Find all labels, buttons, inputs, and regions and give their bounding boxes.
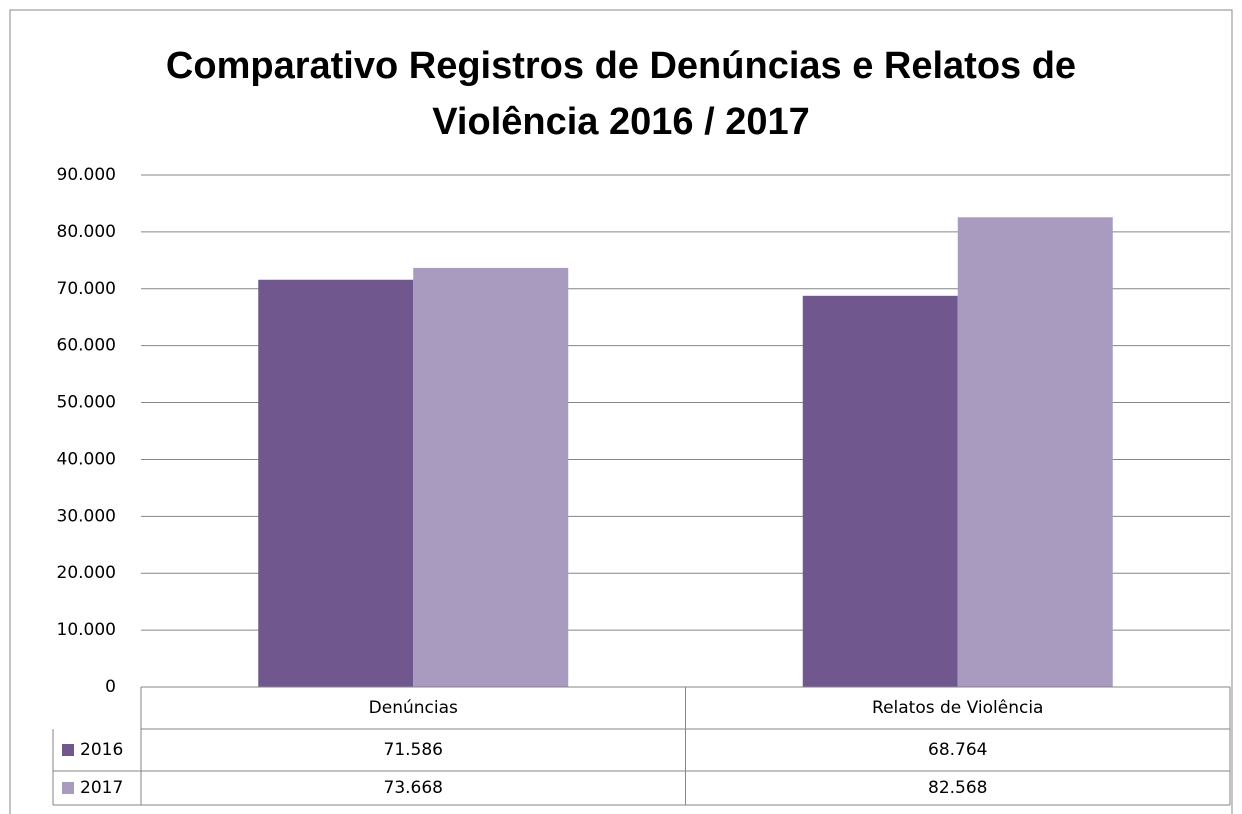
table-value: 68.764 [928,740,987,760]
table-value: 82.568 [928,778,987,798]
y-tick-label: 60.000 [57,336,116,356]
bar [802,295,958,687]
table-value: 73.668 [384,778,443,798]
bar [957,217,1113,687]
legend-label: 2017 [80,778,123,798]
chart-border [9,9,1233,814]
y-tick-label: 90.000 [57,165,116,185]
y-tick-label: 40.000 [57,449,116,469]
y-tick-label: 20.000 [57,563,116,583]
table-value: 71.586 [384,740,443,760]
bar [258,279,414,687]
y-tick-label: 0 [105,677,116,697]
legend-label: 2016 [80,740,123,760]
legend-swatch [62,782,74,794]
y-tick-label: 10.000 [57,620,116,640]
y-tick-label: 70.000 [57,279,116,299]
y-tick-label: 50.000 [57,393,116,413]
y-tick-label: 30.000 [57,506,116,526]
bar [413,267,569,687]
legend-swatch [62,744,74,756]
x-tick-label: Relatos de Violência [872,698,1043,718]
x-tick-label: Denúncias [369,698,458,718]
y-tick-label: 80.000 [57,222,116,242]
chart-title: Comparativo Registros de Denúncias e Rel… [165,45,1077,143]
